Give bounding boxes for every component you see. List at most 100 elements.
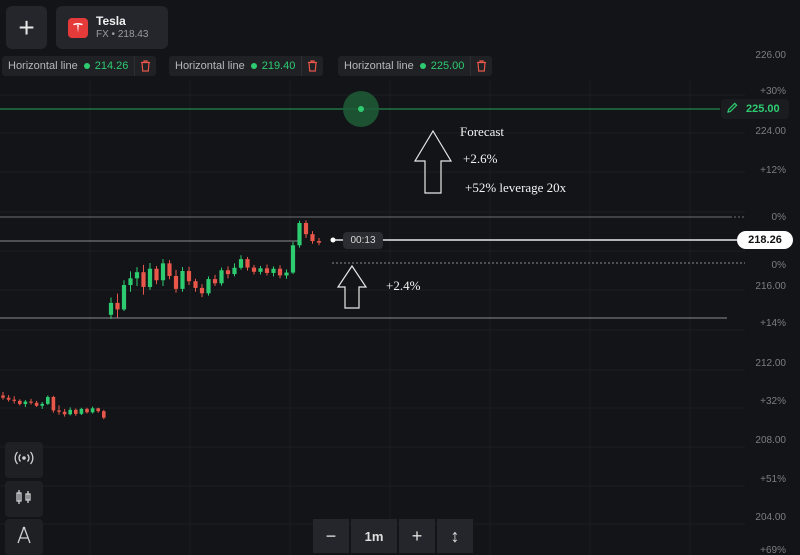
trash-icon[interactable] — [301, 56, 323, 76]
candle — [121, 280, 127, 311]
trash-icon[interactable] — [134, 56, 156, 76]
candle-body — [90, 408, 95, 413]
asset-tab-tesla[interactable]: Tesla FX • 218.43 — [56, 6, 168, 49]
candle — [219, 267, 224, 286]
candle — [141, 264, 146, 295]
horizontal-line-pill-1[interactable]: Horizontal line 214.26 — [2, 56, 157, 76]
candle-body — [85, 408, 89, 413]
zoom-out-button[interactable]: − — [313, 519, 349, 553]
annotation-leverage: +52% leverage 20x — [465, 180, 567, 195]
candle — [199, 284, 205, 298]
candle — [303, 220, 309, 238]
candle — [154, 266, 159, 285]
asset-name: Tesla — [96, 14, 126, 28]
axis-label: 0% — [771, 212, 786, 223]
candle — [180, 267, 185, 292]
add-chart-button[interactable]: + — [6, 6, 47, 49]
trash-icon[interactable] — [470, 56, 492, 76]
candle — [212, 274, 218, 286]
candle — [251, 264, 257, 275]
candle — [46, 395, 50, 406]
candle-body — [199, 287, 205, 294]
candle — [290, 241, 296, 275]
horizontal-line-pill-2[interactable]: Horizontal line 219.40 — [169, 56, 324, 76]
green-dot-icon — [83, 63, 90, 69]
candle-body — [128, 278, 133, 286]
axis-label: +12% — [760, 165, 786, 176]
candle-body — [303, 223, 309, 235]
candle-body — [225, 270, 231, 275]
candle-body — [134, 272, 140, 279]
candle — [90, 406, 95, 414]
candle — [79, 407, 84, 416]
axis-label: 0% — [771, 260, 786, 271]
forecast-handle-dot[interactable] — [358, 106, 364, 112]
axis-label: 226.00 — [755, 50, 786, 61]
axis-label: +30% — [760, 86, 786, 97]
candle-body — [258, 268, 263, 272]
horizontal-levels — [0, 108, 745, 319]
active-line-tag[interactable]: 225.00 — [721, 99, 789, 119]
candle-body — [147, 268, 153, 287]
candle — [271, 266, 276, 277]
candle — [238, 255, 244, 270]
axis-label: 212.00 — [755, 358, 786, 369]
candle — [51, 395, 56, 413]
candle — [316, 238, 322, 246]
candle-body — [271, 268, 276, 273]
candle-body — [68, 409, 72, 415]
candle-body — [46, 396, 50, 404]
candle — [40, 401, 44, 409]
candle-body — [74, 409, 78, 414]
candle — [264, 264, 270, 276]
candle-body — [310, 234, 315, 242]
axis-label: +69% — [760, 545, 786, 555]
candle-body — [193, 281, 198, 288]
candle-body — [1, 395, 5, 398]
candle-body — [102, 411, 106, 418]
candle — [68, 407, 72, 416]
candle — [102, 409, 106, 420]
candle-body — [232, 267, 237, 275]
zoom-controls: − 1m + ↕ — [313, 519, 475, 553]
candle — [186, 266, 192, 286]
chart-type-button[interactable] — [5, 481, 43, 517]
candle-body — [18, 400, 22, 405]
zoom-in-button[interactable]: + — [399, 519, 435, 553]
horizontal-line-value: 219.40 — [261, 60, 296, 72]
axis-label: +14% — [760, 318, 786, 329]
scale-toggle-button[interactable]: ↕ — [437, 519, 473, 553]
candle-body — [141, 272, 146, 287]
candle — [206, 276, 211, 296]
candle-body — [186, 271, 192, 282]
candle — [284, 269, 289, 279]
candle-body — [297, 223, 302, 246]
candle — [108, 297, 114, 320]
candle-body — [96, 408, 100, 412]
candle-body — [6, 397, 11, 400]
up-arrow-forecast-icon — [413, 129, 453, 194]
horizontal-line-label: Horizontal line — [8, 60, 78, 72]
candle-body — [277, 268, 283, 276]
horizontal-line-pill-3[interactable]: Horizontal line 225.00 — [338, 56, 493, 76]
current-price-dot — [330, 237, 336, 243]
candle — [297, 220, 302, 248]
horizontal-line-label: Horizontal line — [175, 60, 245, 72]
horizontal-line-value: 214.26 — [94, 60, 129, 72]
drawing-tools-button[interactable] — [5, 519, 43, 555]
candle-body — [251, 267, 257, 272]
candle-body — [238, 259, 244, 268]
candle-body — [290, 245, 296, 273]
candle — [258, 266, 263, 275]
candle — [62, 408, 67, 417]
candle-body — [180, 271, 185, 289]
candle — [232, 263, 237, 277]
annotation-forecast: Forecast — [460, 124, 505, 139]
candle-body — [245, 259, 250, 268]
candle-body — [40, 403, 44, 406]
timeframe-button[interactable]: 1m — [351, 519, 397, 553]
candle — [18, 399, 22, 406]
signals-button[interactable] — [5, 442, 43, 478]
pencil-icon[interactable] — [727, 102, 738, 116]
